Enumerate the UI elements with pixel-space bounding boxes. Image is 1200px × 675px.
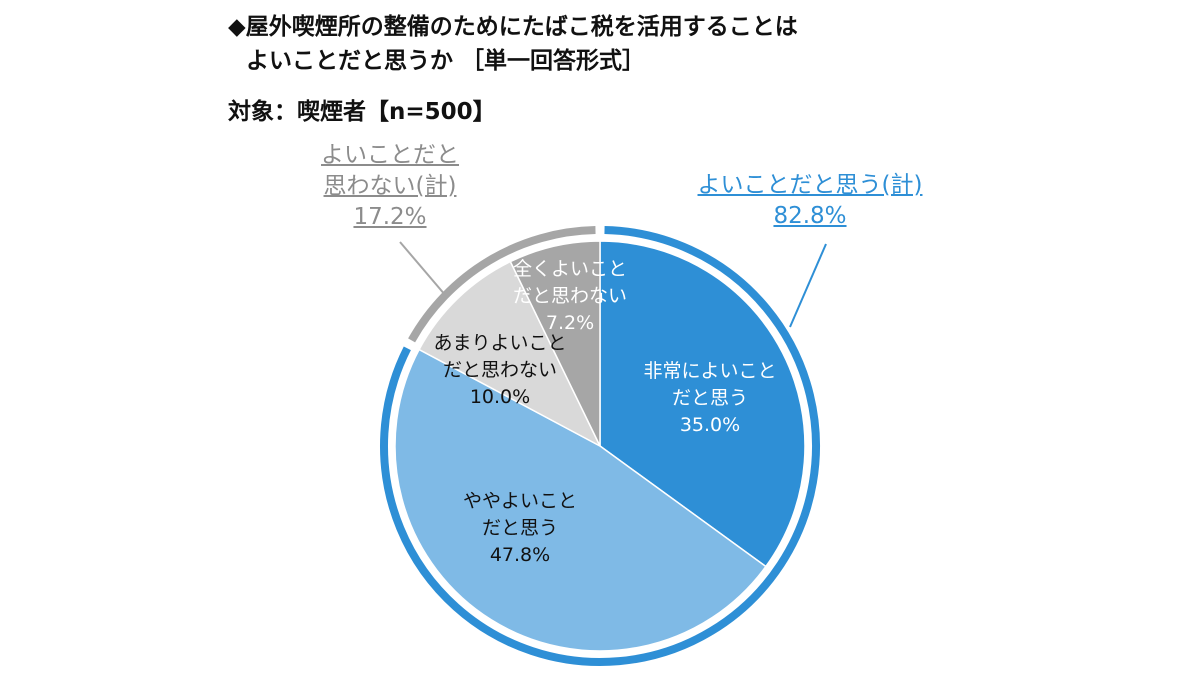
slice-label-somewhat-good-line2: だと思う	[481, 517, 558, 539]
slice-label-not-very-good-line1: あまりよいこと	[433, 332, 567, 354]
callout-good-line1: よいことだと思う(計)	[697, 172, 923, 198]
ring-good-total	[380, 226, 820, 666]
callout-not-good-line1: よいことだと	[321, 142, 459, 168]
callout-not-good-line2: 思わない(計)	[323, 173, 457, 199]
chart-subtitle: 対象：喫煙者【n=500】	[228, 99, 496, 125]
slice-label-somewhat-good-line1: ややよいこと	[462, 490, 577, 512]
slice-label-very-good-line1: 非常によいこと	[643, 360, 777, 382]
slice-label-not-very-good-line2: だと思わない	[442, 359, 557, 381]
leader-line-good	[789, 243, 827, 328]
slice-very-good	[599, 240, 806, 568]
slice-label-somewhat-good-value: 47.8%	[489, 544, 551, 566]
slice-somewhat-good	[394, 348, 767, 652]
slice-label-not-good-at-all-line1: 全くよいこと	[512, 258, 627, 280]
slice-not-good-at-all	[509, 240, 601, 447]
callout-good-value: 82.8%	[773, 203, 847, 229]
slice-label-very-good-value: 35.0%	[679, 414, 741, 436]
leader-line-not-good	[399, 241, 447, 297]
slice-not-very-good	[418, 260, 602, 448]
callout-good-total: よいことだと思う(計) 82.8%	[680, 170, 940, 232]
slice-label-very-good-line2: だと思う	[671, 387, 748, 409]
ring-not-good-total	[408, 226, 596, 343]
chart-title: ◆屋外喫煙所の整備のためにたばこ税を活用することは よいことだと思うか ［単一回…	[228, 10, 798, 78]
title-line-1: ◆屋外喫煙所の整備のためにたばこ税を活用することは	[228, 14, 798, 40]
slice-label-not-good-at-all-line2: だと思わない	[512, 285, 627, 307]
slice-label-not-good-at-all: 全くよいこと だと思わない 7.2%	[480, 256, 660, 337]
title-line-2: よいことだと思うか ［単一回答形式］	[246, 48, 646, 74]
callout-not-good-total: よいことだと 思わない(計) 17.2%	[300, 140, 480, 233]
slice-label-not-very-good-value: 10.0%	[469, 386, 531, 408]
slice-label-very-good: 非常によいこと だと思う 35.0%	[620, 358, 800, 439]
slice-label-not-very-good: あまりよいこと だと思わない 10.0%	[410, 330, 590, 411]
callout-not-good-value: 17.2%	[353, 204, 427, 230]
slice-label-somewhat-good: ややよいこと だと思う 47.8%	[430, 488, 610, 569]
slice-label-not-good-at-all-value: 7.2%	[545, 312, 595, 334]
